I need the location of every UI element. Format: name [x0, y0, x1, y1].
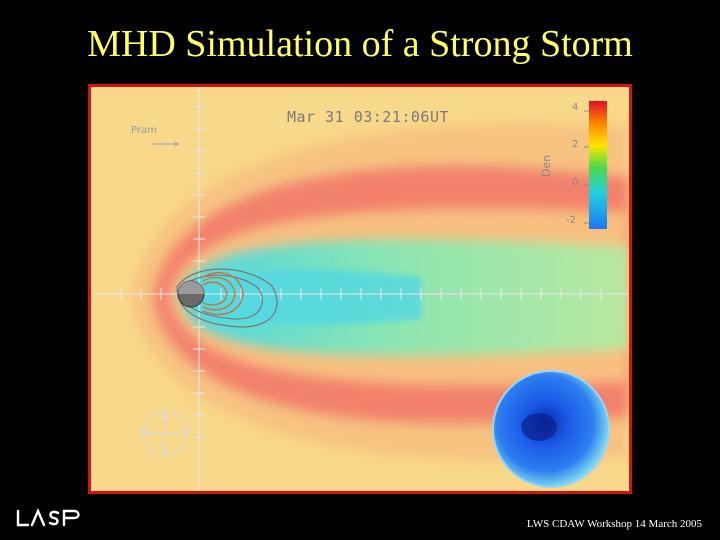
earth-marker: [177, 280, 205, 308]
compass-dusk: D: [182, 427, 190, 438]
colorbar: [589, 101, 607, 229]
pram-label: Pram: [131, 125, 157, 136]
polar-cap-inset: [492, 370, 610, 488]
slide-footer: LWS CDAW Workshop 14 March 2005: [526, 518, 702, 530]
compass-west: W: [141, 427, 151, 438]
colorbar-tick-0: 0: [572, 177, 579, 188]
compass-icon: [142, 410, 188, 456]
pressure-contours: [202, 272, 244, 316]
axis-ticks: [120, 106, 602, 438]
colorbar-tick-4: 4: [572, 102, 579, 113]
field-contours: [176, 268, 278, 328]
compass-north: N: [161, 412, 169, 423]
slide-title: MHD Simulation of a Strong Storm: [87, 23, 633, 65]
density-field: [91, 87, 629, 491]
pram-arrow-icon: [153, 141, 179, 147]
lasp-logo: [14, 507, 86, 534]
compass-south: S: [161, 444, 168, 455]
simulation-plot: Mar 31 03:21:06UT Pram Den 4 2 0 -2 N S …: [88, 84, 632, 494]
colorbar-tick-2: 2: [572, 139, 579, 150]
colorbar-ticks: [584, 110, 589, 224]
colorbar-title: Den: [540, 154, 553, 177]
simulation-timestamp: Mar 31 03:21:06UT: [287, 108, 450, 126]
colorbar-tick-neg2: -2: [566, 215, 576, 226]
